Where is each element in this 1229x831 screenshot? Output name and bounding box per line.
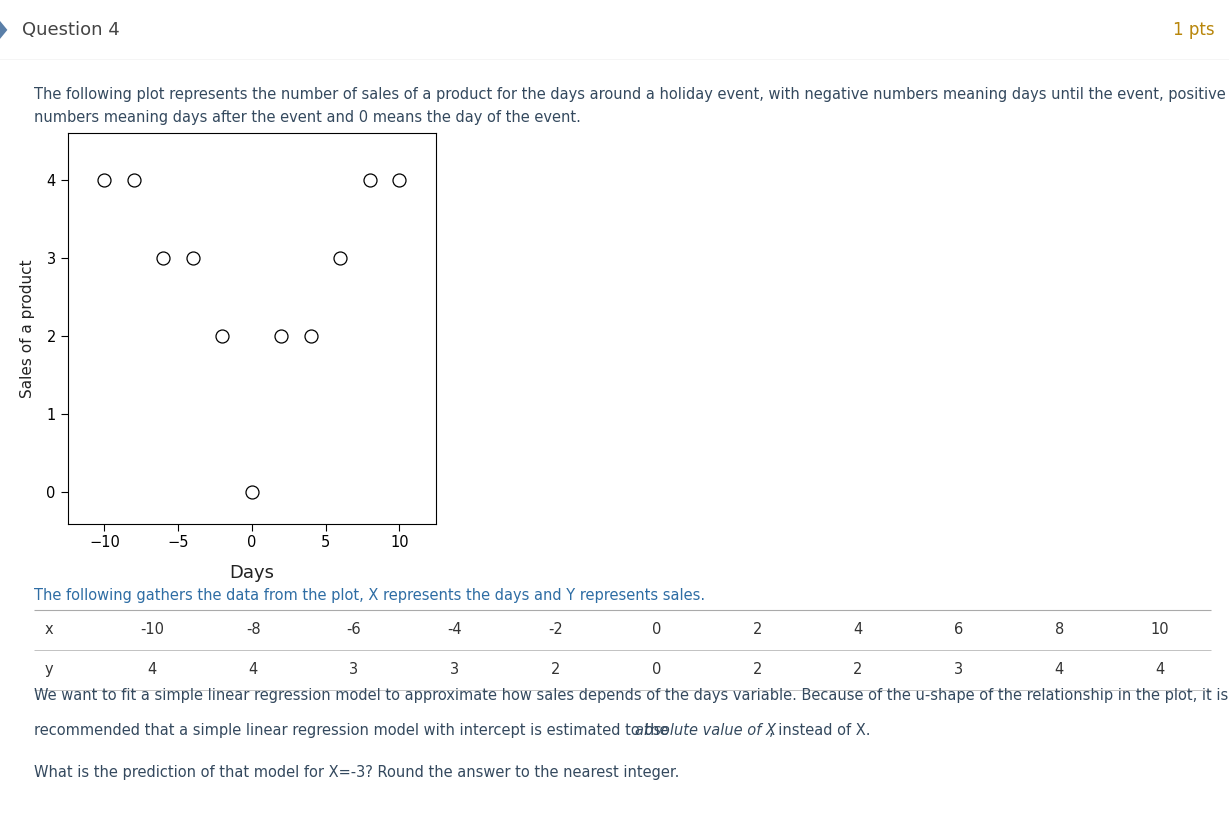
Point bbox=[301, 329, 321, 342]
Text: numbers meaning days after the event and 0 means the day of the event.: numbers meaning days after the event and… bbox=[34, 110, 581, 125]
Y-axis label: Sales of a product: Sales of a product bbox=[21, 259, 36, 397]
Point bbox=[183, 251, 203, 264]
Text: -6: -6 bbox=[347, 622, 361, 637]
Text: 4: 4 bbox=[147, 662, 157, 677]
Point bbox=[331, 251, 350, 264]
Text: , instead of X.: , instead of X. bbox=[769, 723, 871, 738]
Point bbox=[272, 329, 291, 342]
Text: 2: 2 bbox=[551, 662, 560, 677]
Text: 6: 6 bbox=[954, 622, 964, 637]
Text: The following plot represents the number of sales of a product for the days arou: The following plot represents the number… bbox=[34, 86, 1227, 102]
Text: absolute value of X: absolute value of X bbox=[635, 723, 775, 738]
Text: -8: -8 bbox=[246, 622, 261, 637]
Text: 0: 0 bbox=[651, 662, 661, 677]
Point bbox=[390, 173, 409, 186]
Polygon shape bbox=[0, 21, 7, 39]
X-axis label: Days: Days bbox=[230, 564, 274, 583]
Text: recommended that a simple linear regression model with intercept is estimated to: recommended that a simple linear regress… bbox=[34, 723, 673, 738]
Text: -10: -10 bbox=[140, 622, 165, 637]
Point bbox=[124, 173, 144, 186]
Text: We want to fit a simple linear regression model to approximate how sales depends: We want to fit a simple linear regressio… bbox=[34, 688, 1229, 703]
Point bbox=[242, 485, 262, 499]
Text: 8: 8 bbox=[1054, 622, 1064, 637]
Text: 4: 4 bbox=[248, 662, 258, 677]
Text: 0: 0 bbox=[651, 622, 661, 637]
Text: 3: 3 bbox=[349, 662, 359, 677]
Text: 4: 4 bbox=[1155, 662, 1165, 677]
Text: 10: 10 bbox=[1150, 622, 1170, 637]
Text: x: x bbox=[44, 622, 53, 637]
Text: 4: 4 bbox=[1054, 662, 1064, 677]
Text: Question 4: Question 4 bbox=[22, 21, 120, 39]
Point bbox=[154, 251, 173, 264]
Text: 1 pts: 1 pts bbox=[1172, 21, 1214, 39]
Point bbox=[95, 173, 114, 186]
Point bbox=[213, 329, 232, 342]
Point bbox=[360, 173, 380, 186]
Text: -4: -4 bbox=[447, 622, 462, 637]
Text: 3: 3 bbox=[450, 662, 460, 677]
Text: The following gathers the data from the plot, X represents the days and Y repres: The following gathers the data from the … bbox=[34, 588, 705, 603]
Text: y: y bbox=[44, 662, 53, 677]
Text: 2: 2 bbox=[752, 622, 762, 637]
Text: 2: 2 bbox=[752, 662, 762, 677]
Text: 3: 3 bbox=[954, 662, 964, 677]
Text: What is the prediction of that model for X=-3? Round the answer to the nearest i: What is the prediction of that model for… bbox=[34, 765, 680, 780]
Text: -2: -2 bbox=[548, 622, 563, 637]
Text: 4: 4 bbox=[853, 622, 863, 637]
Text: 2: 2 bbox=[853, 662, 863, 677]
